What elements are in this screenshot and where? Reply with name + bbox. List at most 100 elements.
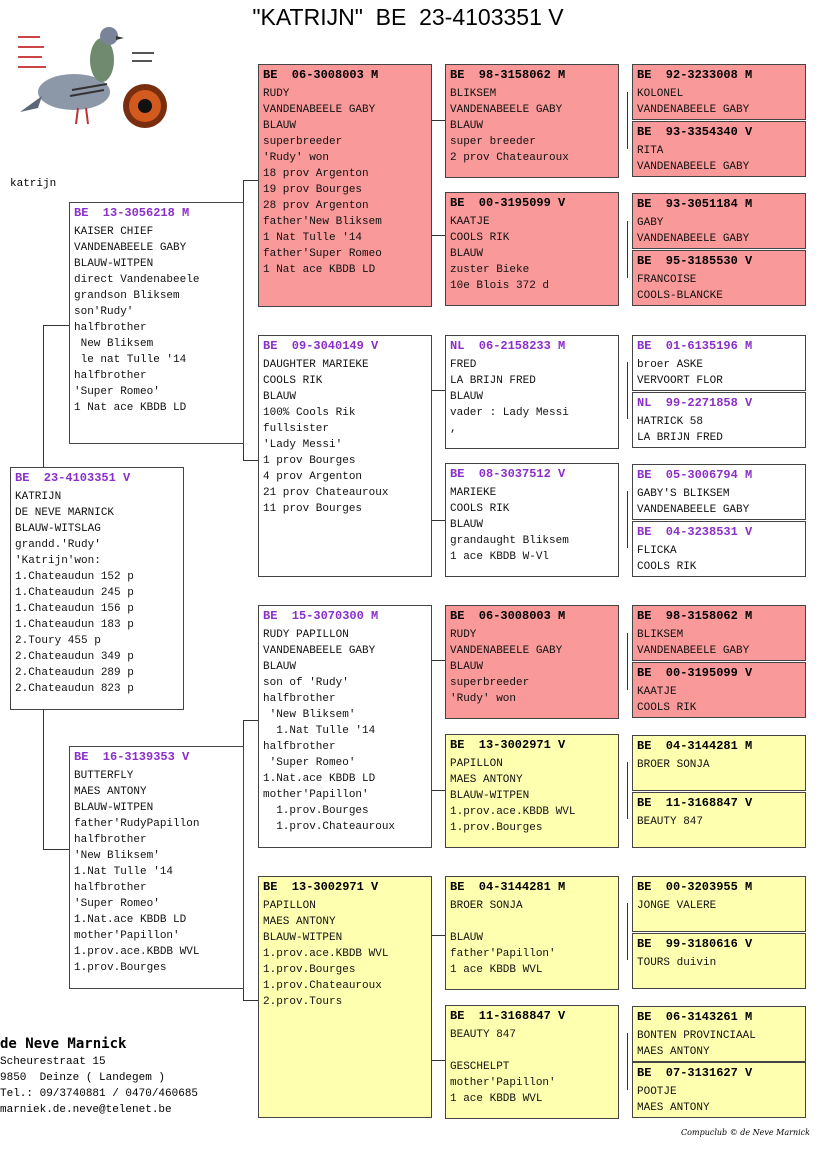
card-line: DAUGHTER MARIEKE [263, 359, 369, 371]
top-left-label: katrijn [10, 178, 57, 190]
card-lines: BLIKSEM VANDENABEELE GABY BLAUW super breed… [450, 86, 614, 166]
ring-number: BE 92-3233008 M [637, 68, 753, 82]
ring-number: BE 04-3144281 M [637, 739, 753, 753]
pedigree-card-ggg15: BE 06-3143261 M BONTEN PROVINCIAAL MAES A… [632, 1006, 806, 1062]
ring-number: BE 11-3168847 V [637, 796, 753, 810]
ring-number: BE 93-3354340 V [637, 125, 753, 139]
pedigree-card-ggg12: BE 11-3168847 V BEAUTY 847 [632, 792, 806, 848]
card-line: FRANCOISE [637, 274, 697, 286]
card-line: GESCHELPT [450, 1061, 510, 1073]
pedigree-card-gg4: BE 08-3037512 V MARIEKE COOLS RIK BLAUW gra… [445, 463, 619, 577]
card-line: 1 ace KBDB WVL [450, 1093, 543, 1105]
card-line: BLIKSEM [637, 629, 684, 641]
connector [243, 180, 258, 181]
ring-number: BE 00-3195099 V [637, 666, 753, 680]
owner-street: Scheurestraat 15 [0, 1056, 106, 1068]
ring-number: BE 04-3238531 V [637, 525, 753, 539]
pedigree-card-ggg6: NL 99-2271858 V HATRICK 58 LA BRIJN FRED [632, 392, 806, 448]
card-line: father'Papillon' [450, 948, 556, 960]
card-line: VANDENABEELE GABY [74, 242, 187, 254]
card-line: MAES ANTONY [263, 916, 336, 928]
card-line: 1.prov.Bourges [74, 962, 167, 974]
card-line: MAES ANTONY [637, 1102, 710, 1114]
card-line: RITA [637, 145, 664, 157]
connector [431, 660, 445, 661]
ring-number: NL 99-2271858 V [637, 396, 753, 410]
card-line: BLAUW [450, 391, 484, 403]
connector [431, 935, 445, 936]
pedigree-card-ggg5: BE 01-6135196 M broer ASKE VERVOORT FLOR [632, 335, 806, 391]
ring-number: BE 08-3037512 V [450, 467, 566, 481]
card-lines: JONGE VALERE [637, 898, 801, 914]
card-line: 1 prov Bourges [263, 455, 356, 467]
card-lines: FRED LA BRIJN FRED BLAUW vader : Lady Messi… [450, 357, 614, 437]
card-line: BLAUW [450, 120, 484, 132]
card-line: FLICKA [637, 545, 677, 557]
card-line: BLAUW-WITPEN [450, 790, 530, 802]
pedigree-card-gg1: BE 98-3158062 M BLIKSEM VANDENABEELE GABY… [445, 64, 619, 178]
card-line: KATRIJN [15, 491, 62, 503]
card-line: TOURS duivin [637, 957, 717, 969]
ring-number: BE 01-6135196 M [637, 339, 753, 353]
card-lines: TOURS duivin [637, 955, 801, 971]
owner-block: de Neve Marnick Scheurestraat 15 9850 De… [0, 1034, 198, 1118]
card-line: 1.Chateaudun 156 p [15, 603, 134, 615]
connector [627, 903, 628, 960]
card-line: LA BRIJN FRED [637, 432, 723, 444]
card-line: 'Rudy' won [450, 693, 517, 705]
card-lines: HATRICK 58 LA BRIJN FRED [637, 414, 801, 446]
card-line: 1.prov.Bourges [263, 964, 356, 976]
card-line: BLAUW [263, 391, 297, 403]
card-lines: POOTJE MAES ANTONY [637, 1084, 801, 1116]
card-line: 1.prov.Chateauroux [263, 980, 382, 992]
card-lines: RUDY VANDENABEELE GABY BLAUW superbreeder 'R… [263, 86, 427, 278]
card-line [450, 914, 614, 930]
owner-city: 9850 Deinze ( Landegem ) [0, 1072, 166, 1084]
ring-number: BE 06-3143261 M [637, 1010, 753, 1024]
card-lines: KOLONEL VANDENABEELE GABY [637, 86, 801, 118]
card-line: BLAUW [263, 120, 297, 132]
card-line: 28 prov Argenton [263, 200, 369, 212]
card-line: 1.prov.ace.KBDB WVL [263, 948, 389, 960]
card-line: 1.Chateaudun 152 p [15, 571, 134, 583]
card-line: 'New Bliksem' [263, 709, 356, 721]
connector [627, 633, 628, 690]
card-line: halfbrother [263, 693, 336, 705]
connector [627, 762, 628, 819]
connector [431, 390, 445, 391]
pedigree-card-ggg10: BE 00-3195099 V KAATJE COOLS RIK [632, 662, 806, 718]
connector [627, 92, 628, 149]
card-lines: KATRIJN DE NEVE MARNICK BLAUW-WITSLAG grand… [15, 489, 179, 697]
connector [243, 720, 258, 721]
card-line: BLAUW [450, 248, 484, 260]
card-line: DE NEVE MARNICK [15, 507, 115, 519]
ring-number: NL 06-2158233 M [450, 339, 566, 353]
ring-number: BE 13-3056218 M [74, 206, 190, 220]
pedigree-card-gg3: NL 06-2158233 M FRED LA BRIJN FRED BLAUW va… [445, 335, 619, 449]
ring-number: BE 15-3070300 M [263, 609, 379, 623]
connector [431, 790, 445, 791]
pedigree-card-ggg14: BE 99-3180616 V TOURS duivin [632, 933, 806, 989]
pedigree-card-ggg1: BE 92-3233008 M KOLONEL VANDENABEELE GABY [632, 64, 806, 120]
card-line: New Bliksem [74, 338, 154, 350]
card-line: mother'Papillon' [74, 930, 180, 942]
connector [627, 491, 628, 548]
text-lines-icon [18, 36, 154, 68]
card-line: BEAUTY 847 [450, 1029, 517, 1041]
card-line: BLAUW-WITPEN [263, 932, 343, 944]
card-line: 1 ace KBDB W-Vl [450, 551, 550, 563]
pedigree-card-ggg7: BE 05-3006794 M GABY'S BLIKSEM VANDENABEE… [632, 464, 806, 520]
card-line: BROER SONJA [637, 759, 710, 771]
card-line: BLAUW [450, 519, 484, 531]
card-lines: PAPILLON MAES ANTONY BLAUW-WITPEN 1.prov.ac… [450, 756, 614, 836]
owner-email[interactable]: marniek.de.neve@telenet.be [0, 1104, 172, 1116]
card-lines: FLICKA COOLS RIK [637, 543, 801, 575]
card-line: 1 Nat Tulle '14 [263, 232, 363, 244]
card-lines: RUDY PAPILLON VANDENABEELE GABY BLAUW son o… [263, 627, 427, 835]
card-line: RUDY PAPILLON [263, 629, 349, 641]
ring-number: BE 05-3006794 M [637, 468, 753, 482]
connector [627, 221, 628, 278]
card-line: 1 ace KBDB WVL [450, 964, 543, 976]
pigeon-icon [20, 27, 124, 125]
card-line: vader : Lady Messi [450, 407, 569, 419]
